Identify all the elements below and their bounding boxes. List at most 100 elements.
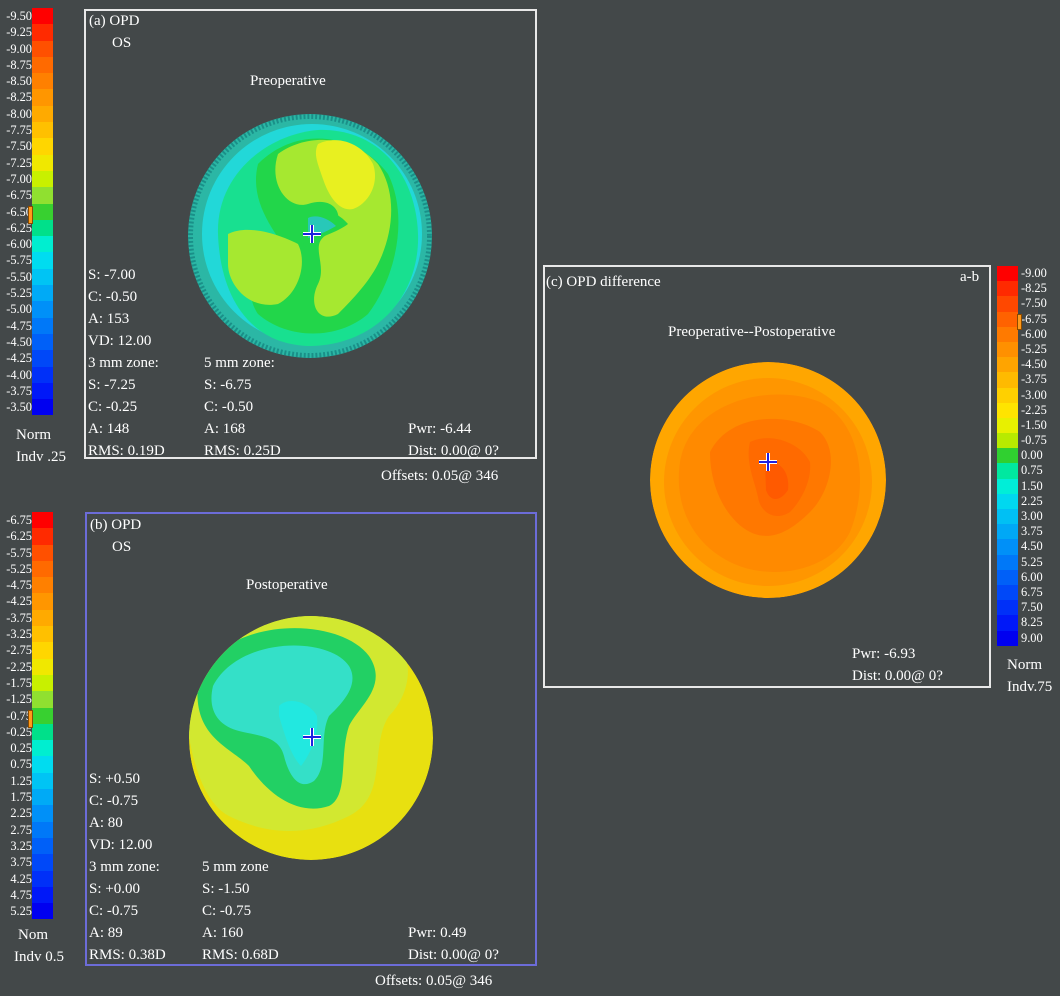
scale-swatch <box>997 402 1018 418</box>
scale-tick-label: 3.00 <box>1021 509 1043 523</box>
scale-tick-label: 9.00 <box>1021 630 1043 645</box>
scale-bar-c <box>997 266 1018 646</box>
scale-swatch <box>32 577 53 594</box>
scale-tick-label: 5.25 <box>1021 554 1043 569</box>
scale-swatch <box>997 296 1018 312</box>
scale-tick-label: -6.00 <box>6 237 32 252</box>
scale-swatch <box>32 170 53 188</box>
scale-swatch <box>997 600 1018 616</box>
scale-tick-label: 6.00 <box>1021 569 1043 584</box>
scale-tick-label: 4.50 <box>1021 539 1043 554</box>
scale-swatch <box>32 40 53 57</box>
scale-swatch <box>32 366 53 383</box>
scale-swatch <box>32 789 53 806</box>
scale-tick-label: -6.75 <box>6 513 32 527</box>
scale-swatch <box>32 723 53 741</box>
scale-tick-label: 0.00 <box>1021 448 1043 463</box>
scale-tick-label: 0.25 <box>10 741 32 756</box>
scale-tick-label: -3.75 <box>6 383 32 398</box>
scale-swatch <box>32 382 53 400</box>
info-line: 3 mm zone: <box>88 355 159 371</box>
scale-tick-label: -3.00 <box>1021 387 1047 402</box>
scale-swatch <box>32 285 53 302</box>
scale-tick-label: -9.50 <box>6 9 32 23</box>
scale-swatch <box>997 417 1018 434</box>
scale-tick-label: -7.75 <box>6 123 32 138</box>
scale-swatch <box>32 317 53 334</box>
scale-tick-label: 3.25 <box>10 838 32 853</box>
scale-tick-label: -8.25 <box>6 90 32 105</box>
scale-tick-label: -6.00 <box>1021 326 1047 341</box>
panel-c-corner: a-b <box>960 269 980 285</box>
scale-marker-a[interactable] <box>28 206 33 224</box>
scale-tick-label: -5.75 <box>6 253 32 268</box>
scale-indv-a: Indv .25 <box>16 449 66 465</box>
scale-ticks-c: -9.00 -8.25 -7.50 -6.75 -6.00 -5.25 -4.50 -3.75… <box>1021 266 1060 646</box>
opd-map-difference <box>650 362 886 598</box>
panel-b-subtitle: Postoperative <box>246 577 328 593</box>
scale-bar-a <box>32 8 53 416</box>
crosshair-icon-c <box>759 453 777 471</box>
scale-tick-label: 8.25 <box>1021 615 1043 630</box>
scale-swatch <box>32 301 53 318</box>
scale-tick-label: -7.50 <box>6 139 32 154</box>
scale-tick-label: -2.25 <box>1021 402 1047 417</box>
scale-tick-label: -5.25 <box>6 561 32 576</box>
scale-swatch <box>997 554 1018 570</box>
scale-tick-label: -4.50 <box>6 334 32 349</box>
scale-swatch <box>32 333 53 351</box>
scale-swatch <box>32 903 53 920</box>
panel-a-info: S: -7.00 C: -0.50 A: 153 VD: 12.00 3 mm zone… <box>88 264 165 462</box>
info-line: VD: 12.00 <box>88 333 152 349</box>
scale-tick-label: 3.75 <box>10 855 32 870</box>
scale-swatch <box>32 350 53 367</box>
scale-tick-label: 1.25 <box>10 773 32 788</box>
scale-marker-b[interactable] <box>28 710 33 728</box>
panel-a-eye: OS <box>112 35 132 51</box>
scale-swatch <box>32 73 53 90</box>
scale-swatch <box>997 539 1018 555</box>
scale-indv-b: Indv 0.5 <box>14 949 64 965</box>
scale-tick-label: -5.75 <box>6 545 32 560</box>
info-line: A: 168 <box>204 421 246 437</box>
scale-tick-label: -5.25 <box>1021 341 1047 356</box>
info-line: VD: 12.00 <box>89 837 153 853</box>
panel-b-info: S: +0.50 C: -0.75 A: 80 VD: 12.00 3 mm zone:… <box>89 768 166 966</box>
scale-tick-label: -8.25 <box>1021 281 1047 296</box>
scale-marker-c[interactable] <box>1017 314 1022 330</box>
info-line: C: -0.75 <box>89 903 139 919</box>
scale-swatch <box>32 870 53 887</box>
scale-tick-label: -5.25 <box>6 286 32 301</box>
opd-map-postoperative <box>189 616 433 860</box>
scale-swatch <box>997 357 1018 373</box>
scale-swatch <box>32 154 53 171</box>
info-line: S: -7.25 <box>88 377 136 393</box>
info-line: S: +0.00 <box>89 881 140 897</box>
scale-swatch <box>997 493 1018 509</box>
scale-tick-label: -3.25 <box>6 627 32 642</box>
scale-tick-label: 5.25 <box>10 904 32 919</box>
scale-swatch <box>997 524 1018 540</box>
crosshair-icon-a <box>303 225 321 243</box>
scale-tick-label: -6.25 <box>6 220 32 235</box>
scale-tick-label: -7.00 <box>6 171 32 186</box>
scale-swatch <box>997 630 1018 646</box>
panel-a-subtitle: Preoperative <box>250 73 326 89</box>
scale-swatch <box>997 387 1018 403</box>
info-line: S: +0.50 <box>89 771 140 787</box>
scale-swatch <box>32 837 53 855</box>
scale-tick-label: -5.00 <box>6 302 32 317</box>
scale-tick-label: -8.50 <box>6 74 32 89</box>
scale-swatch <box>32 658 53 675</box>
info-line: 3 mm zone: <box>89 859 160 875</box>
scale-tick-label: 1.75 <box>10 790 32 805</box>
panel-b-frame <box>85 512 537 966</box>
scale-swatch <box>32 886 53 904</box>
scale-swatch <box>32 593 53 610</box>
panel-c-title: (c) OPD difference <box>546 274 661 290</box>
scale-swatch <box>32 544 53 561</box>
scale-swatch <box>32 268 53 286</box>
scale-indv-c: Indv.75 <box>1007 679 1053 695</box>
scale-swatch <box>997 448 1018 464</box>
scale-tick-label: 3.75 <box>1021 524 1043 539</box>
